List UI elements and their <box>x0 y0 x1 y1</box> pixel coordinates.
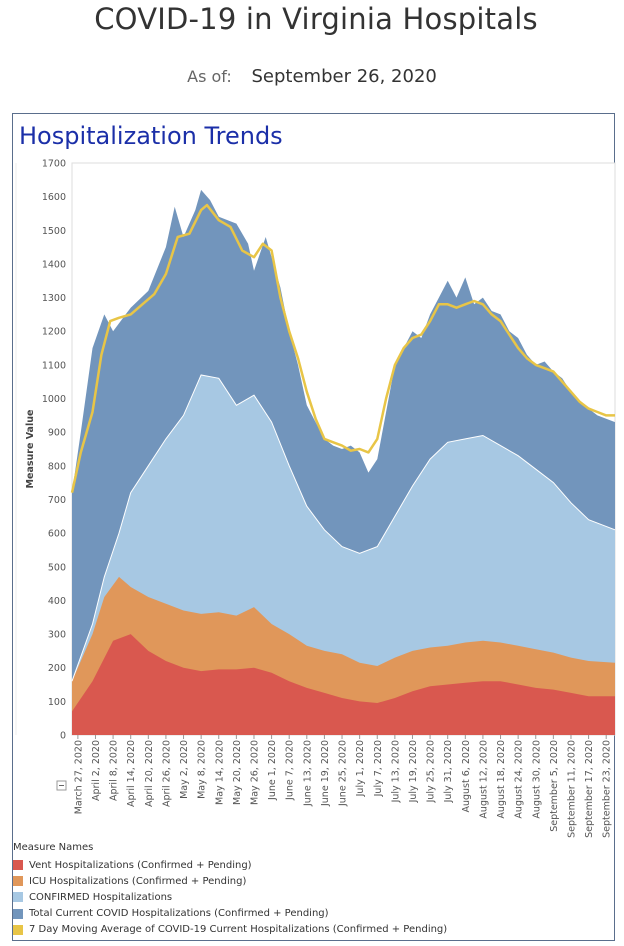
legend-label: 7 Day Moving Average of COVID-19 Current… <box>29 924 448 936</box>
as-of-date: September 26, 2020 <box>251 66 437 87</box>
legend-item-icu[interactable]: ICU Hospitalizations (Confirmed + Pendin… <box>13 873 447 889</box>
x-tick-label: May 26, 2020 <box>250 740 261 805</box>
y-tick-label: 700 <box>48 495 66 506</box>
legend-label: CONFIRMED Hospitalizations <box>29 891 173 903</box>
y-tick-label: 1000 <box>42 394 66 405</box>
y-tick-label: 1400 <box>42 259 66 270</box>
y-tick-label: 0 <box>60 731 66 742</box>
y-tick-label: 1100 <box>42 360 66 371</box>
x-tick-label: June 19, 2020 <box>320 740 331 807</box>
x-tick-label: April 14, 2020 <box>126 740 137 807</box>
x-tick-label: August 12, 2020 <box>478 740 489 819</box>
x-tick-label: June 25, 2020 <box>338 740 349 807</box>
x-tick-label: September 23, 2020 <box>602 740 613 838</box>
x-tick-label: August 24, 2020 <box>514 740 525 819</box>
legend-item-total[interactable]: Total Current COVID Hospitalizations (Co… <box>13 906 447 922</box>
x-tick-label: August 18, 2020 <box>496 740 507 819</box>
y-tick-label: 300 <box>48 630 66 641</box>
y-tick-label: 1500 <box>42 226 66 237</box>
x-tick-label: September 17, 2020 <box>584 740 595 838</box>
y-tick-label: 1200 <box>42 327 66 338</box>
chart-panel-title: Hospitalization Trends <box>19 122 283 150</box>
legend: Measure Names Vent Hospitalizations (Con… <box>13 842 447 938</box>
series-area-vent <box>72 634 615 735</box>
x-tick-label: July 19, 2020 <box>408 740 419 803</box>
x-tick-label: June 7, 2020 <box>285 740 296 801</box>
x-tick-label: May 8, 2020 <box>197 740 208 799</box>
y-axis-label: Measure Value <box>25 410 36 489</box>
x-tick-label: March 27, 2020 <box>73 740 84 814</box>
x-tick-label: September 11, 2020 <box>567 740 578 838</box>
y-tick-label: 900 <box>48 428 66 439</box>
legend-title: Measure Names <box>13 842 94 853</box>
y-tick-label: 100 <box>48 697 66 708</box>
legend-label: ICU Hospitalizations (Confirmed + Pendin… <box>29 875 247 887</box>
y-tick-label: 600 <box>48 529 66 540</box>
legend-item-avg[interactable]: 7 Day Moving Average of COVID-19 Current… <box>13 922 447 938</box>
legend-label: Vent Hospitalizations (Confirmed + Pendi… <box>29 859 252 871</box>
x-tick-label: August 30, 2020 <box>531 740 542 819</box>
x-tick-label: April 26, 2020 <box>161 740 172 807</box>
confirmed-outline <box>71 374 616 682</box>
legend-swatch <box>13 892 23 903</box>
as-of-label: As of: <box>187 67 232 86</box>
y-tick-label: 1700 <box>42 159 66 170</box>
as-of-line: As of: September 26, 2020 <box>0 66 624 87</box>
legend-item-confirmed[interactable]: CONFIRMED Hospitalizations <box>13 889 447 905</box>
x-tick-label: July 13, 2020 <box>390 740 401 803</box>
series-line-avg <box>70 203 615 493</box>
legend-swatch <box>13 860 23 871</box>
x-tick-label: April 8, 2020 <box>109 740 120 801</box>
x-tick-label: June 1, 2020 <box>267 740 278 801</box>
x-tick-label: June 13, 2020 <box>302 740 313 807</box>
collapse-icon[interactable] <box>56 780 67 791</box>
legend-item-vent[interactable]: Vent Hospitalizations (Confirmed + Pendi… <box>13 857 447 873</box>
x-tick-label: May 2, 2020 <box>179 740 190 799</box>
x-tick-label: July 7, 2020 <box>373 740 384 797</box>
x-tick-label: May 20, 2020 <box>232 740 243 805</box>
y-tick-label: 1300 <box>42 293 66 304</box>
page-title: COVID-19 in Virginia Hospitals <box>94 2 538 36</box>
y-tick-label: 400 <box>48 596 66 607</box>
y-tick-label: 200 <box>48 663 66 674</box>
legend-swatch <box>13 876 23 887</box>
legend-label: Total Current COVID Hospitalizations (Co… <box>29 908 329 920</box>
x-tick-label: August 6, 2020 <box>461 740 472 813</box>
x-tick-label: July 1, 2020 <box>355 740 366 797</box>
y-tick-label: 1600 <box>42 192 66 203</box>
legend-swatch <box>13 924 23 935</box>
x-tick-label: September 5, 2020 <box>549 740 560 832</box>
x-tick-label: July 31, 2020 <box>443 740 454 803</box>
x-tick-label: May 14, 2020 <box>214 740 225 805</box>
y-tick-label: 800 <box>48 461 66 472</box>
x-tick-label: April 2, 2020 <box>91 740 102 801</box>
x-tick-label: July 25, 2020 <box>426 740 437 803</box>
x-tick-label: April 20, 2020 <box>144 740 155 807</box>
legend-swatch <box>13 908 23 919</box>
y-tick-label: 500 <box>48 562 66 573</box>
